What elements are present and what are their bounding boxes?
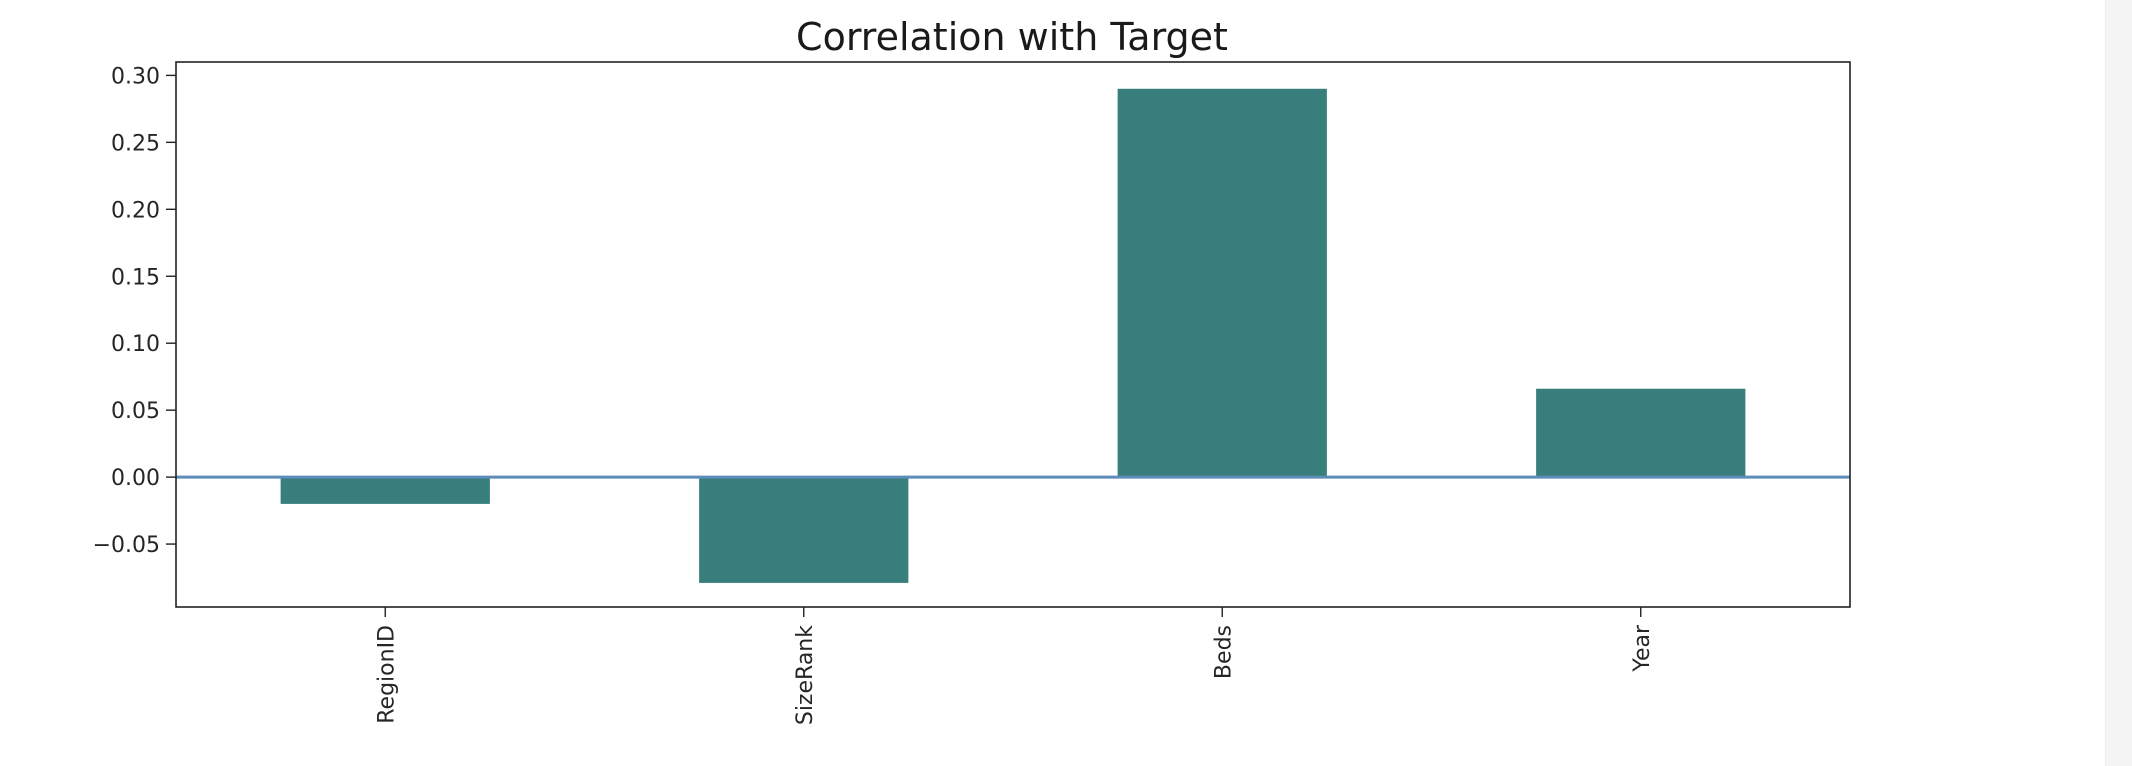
y-tick-label: 0.00	[111, 466, 160, 491]
y-axis: 0.30 0.25 0.20 0.15 0.10 0.05 0.00 −0.05	[93, 64, 176, 558]
y-tick-label: 0.20	[111, 198, 160, 223]
y-tick-label: 0.15	[111, 265, 160, 290]
x-tick-label: RegionID	[374, 625, 399, 724]
y-tick-label: 0.10	[111, 332, 160, 357]
x-axis: RegionID SizeRank Beds Year	[374, 607, 1655, 725]
bar-beds	[1117, 88, 1327, 478]
bar-year	[1536, 388, 1746, 478]
y-tick-label: 0.30	[111, 64, 160, 89]
x-tick-label: Beds	[1211, 625, 1236, 679]
x-tick-label: SizeRank	[793, 625, 818, 725]
bar-sizerank	[699, 477, 909, 583]
x-tick-label: Year	[1630, 624, 1655, 673]
y-tick-label: −0.05	[93, 533, 160, 558]
plot-frame	[175, 61, 1851, 608]
y-tick-label: 0.25	[111, 131, 160, 156]
y-tick-label: 0.05	[111, 399, 160, 424]
bar-regionid	[280, 477, 490, 504]
scrollbar-gutter[interactable]	[2105, 0, 2132, 766]
chart-title: Correlation with Target	[796, 15, 1228, 59]
bars	[280, 88, 1746, 583]
